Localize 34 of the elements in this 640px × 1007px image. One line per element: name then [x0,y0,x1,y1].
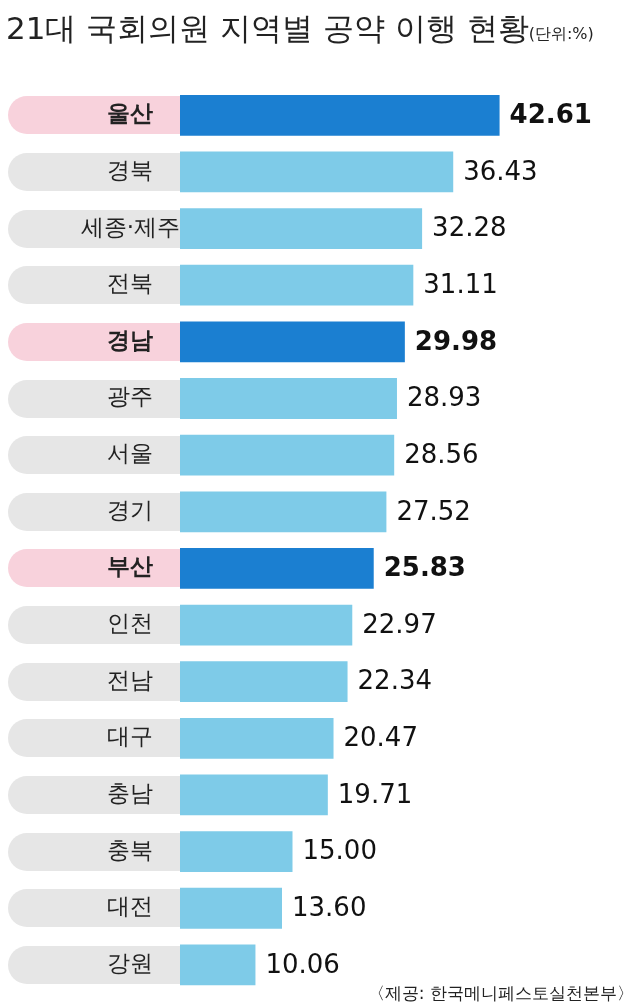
data-label: 32.28 [432,212,507,243]
y-tick-label: 전남 [107,666,154,693]
data-label: 28.93 [406,382,482,413]
y-tick-label: 울산 [107,100,154,127]
y-tick-label: 부산 [107,553,154,580]
data-label: 13.60 [292,891,367,922]
data-label: 22.34 [357,665,432,696]
y-tick-label: 대구 [107,723,154,750]
y-tick-label: 경남 [107,326,154,353]
y-tick-label: 경기 [107,496,154,523]
data-label: 36.43 [463,155,538,186]
data-label: 31.11 [423,268,498,299]
y-tick-label: 인천 [107,610,154,637]
data-label: 10.06 [265,948,340,979]
data-label: 25.83 [383,552,466,583]
data-label: 20.47 [343,722,418,753]
y-tick-label: 세종·제주 [80,213,180,240]
y-tick-label: 서울 [107,440,154,467]
text: (단위:%) [528,24,594,43]
annotation: 〈제공: 한국메니페스토실천본부〉 [367,982,634,1005]
y-tick-label: 강원 [107,949,154,976]
data-label: 19.71 [337,778,413,809]
y-tick-label: 전북 [107,270,154,297]
y-tick-label: 충북 [107,836,154,863]
data-label: 27.52 [396,495,471,526]
data-label: 29.98 [414,325,498,356]
y-tick-label: 충남 [107,779,154,806]
data-label: 42.61 [509,99,592,130]
data-label: 28.56 [404,438,479,469]
y-tick-label: 대전 [107,893,154,920]
data-label: 22.97 [362,608,437,639]
y-tick-label: 광주 [107,383,154,410]
y-tick-label: 경북 [107,156,154,183]
data-label: 15.00 [302,835,377,866]
